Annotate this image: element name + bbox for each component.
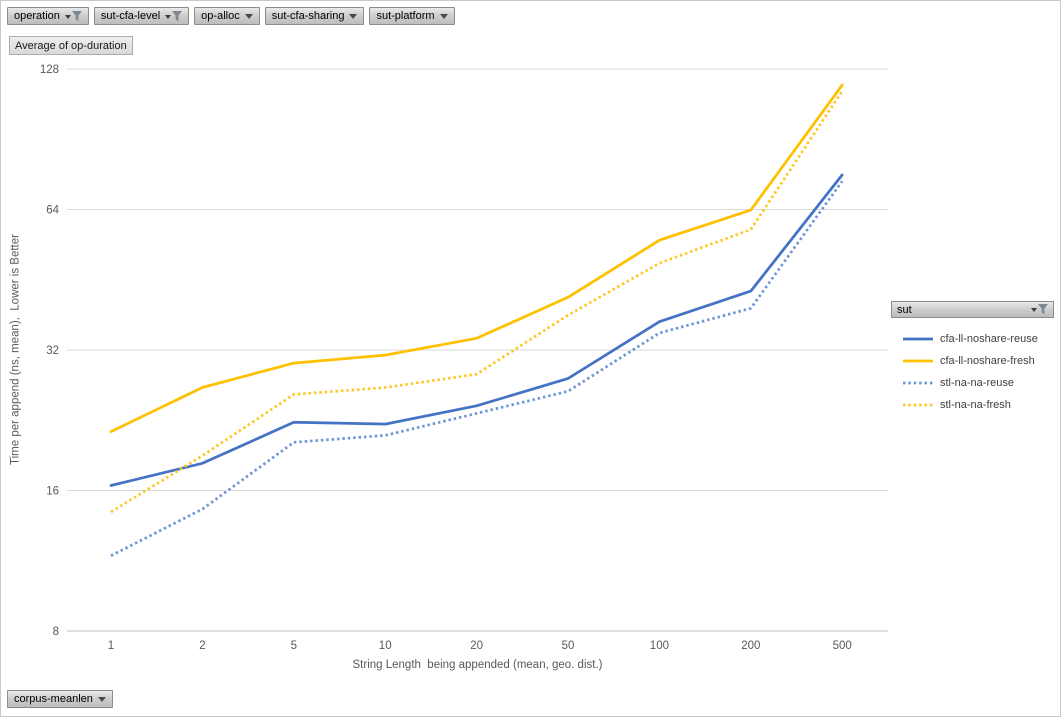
chevron-down-icon	[349, 13, 358, 19]
x-tick-label: 50	[562, 640, 575, 652]
legend-line-swatch	[903, 403, 933, 407]
filter-button-sut-platform[interactable]: sut-platform	[369, 7, 455, 25]
chevron-down-icon	[97, 696, 106, 702]
series-line-stl-na-na-reuse[interactable]	[110, 180, 844, 557]
legend-item-label: cfa-ll-noshare-fresh	[940, 355, 1035, 367]
chevron-down-icon	[244, 13, 253, 19]
y-axis-title: Time per append (ns, mean), Lower is Bet…	[9, 234, 22, 465]
x-tick-label: 100	[650, 640, 669, 652]
y-tick-label: 32	[46, 345, 59, 357]
filter-button-op-alloc[interactable]: op-alloc	[194, 7, 260, 25]
top-filter-button-row: operation sut-cfa-level op-alloc sut-cfa…	[7, 7, 455, 25]
value-field-button[interactable]: Average of op-duration	[9, 36, 133, 55]
filter-button-label: sut-platform	[376, 10, 435, 22]
filter-button-label: operation	[14, 10, 60, 22]
legend-item-label: stl-na-na-fresh	[940, 399, 1011, 411]
series-line-stl-na-na-fresh[interactable]	[110, 90, 844, 514]
filter-button-sut-cfa-level[interactable]: sut-cfa-level	[93, 7, 190, 25]
x-axis-title: String Length being appended (mean, geo.…	[352, 659, 603, 671]
legend-line-swatch	[903, 337, 933, 341]
axis-field-label: corpus-meanlen	[14, 693, 93, 705]
y-tick-label: 16	[46, 486, 59, 498]
series-line-cfa-ll-noshare-reuse[interactable]	[109, 173, 844, 487]
legend: sut cfa-ll-noshare-reuse cfa-ll-noshare-f…	[891, 301, 1054, 416]
filter-button-sut-cfa-sharing[interactable]: sut-cfa-sharing	[264, 7, 365, 25]
filter-button-operation[interactable]: operation	[7, 7, 89, 25]
legend-item-label: stl-na-na-reuse	[940, 377, 1014, 389]
series-line-cfa-ll-noshare-fresh[interactable]	[109, 83, 844, 433]
x-tick-label: 20	[470, 640, 483, 652]
legend-item-stl-na-na-fresh[interactable]: stl-na-na-fresh	[891, 394, 1054, 416]
x-tick-label: 10	[379, 640, 392, 652]
legend-item-cfa-ll-noshare-fresh[interactable]: cfa-ll-noshare-fresh	[891, 350, 1054, 372]
legend-field-button-sut[interactable]: sut	[891, 301, 1054, 318]
filter-funnel-icon	[165, 10, 183, 22]
filter-button-label: sut-cfa-sharing	[271, 10, 345, 22]
y-tick-label: 8	[53, 626, 59, 638]
chevron-down-icon	[439, 13, 448, 19]
legend-item-label: cfa-ll-noshare-reuse	[940, 333, 1038, 345]
legend-line-swatch	[903, 359, 933, 363]
filter-funnel-icon	[64, 10, 82, 22]
legend-line-swatch	[903, 381, 933, 385]
legend-item-stl-na-na-reuse[interactable]: stl-na-na-reuse	[891, 372, 1054, 394]
value-field-label: Average of op-duration	[15, 39, 127, 52]
filter-button-label: op-alloc	[201, 10, 240, 22]
x-tick-label: 200	[741, 640, 760, 652]
x-tick-label: 5	[291, 640, 297, 652]
legend-item-list: cfa-ll-noshare-reuse cfa-ll-noshare-fresh…	[891, 328, 1054, 416]
y-tick-label: 128	[40, 64, 59, 76]
filter-funnel-icon	[1031, 304, 1048, 315]
filter-button-label: sut-cfa-level	[100, 10, 161, 22]
legend-field-label: sut	[897, 303, 912, 316]
axis-field-button-corpus-meanlen[interactable]: corpus-meanlen	[7, 690, 113, 708]
y-tick-label: 64	[46, 205, 59, 217]
legend-item-cfa-ll-noshare-reuse[interactable]: cfa-ll-noshare-reuse	[891, 328, 1054, 350]
x-tick-label: 500	[833, 640, 852, 652]
x-tick-label: 2	[199, 640, 205, 652]
x-tick-label: 1	[108, 640, 114, 652]
